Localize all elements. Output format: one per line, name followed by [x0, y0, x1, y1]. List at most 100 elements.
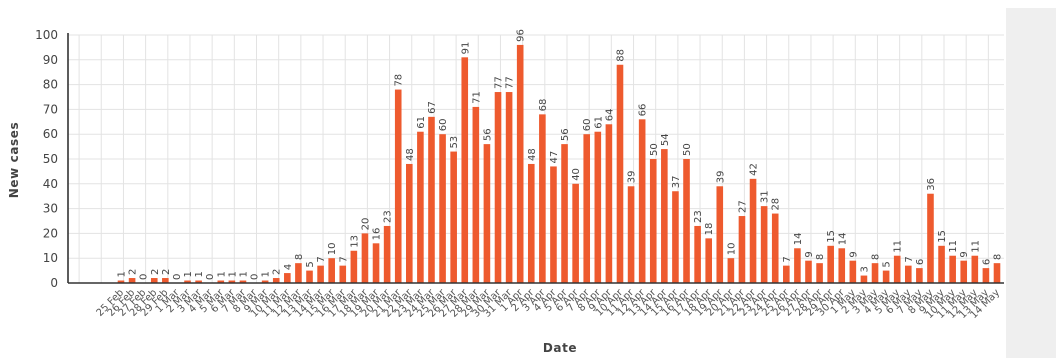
bar-value-label: 0 [172, 274, 183, 280]
bar [361, 233, 369, 283]
bar [516, 44, 524, 283]
bar-value-label: 16 [372, 228, 383, 241]
bar-value-label: 8 [871, 254, 882, 260]
x-axis-title: Date [543, 341, 577, 355]
bar [627, 186, 635, 283]
bar [394, 89, 402, 283]
bar-value-label: 61 [593, 116, 604, 129]
bar-value-label: 9 [959, 251, 970, 257]
bar [572, 183, 579, 283]
bar [838, 248, 846, 283]
bar-value-label: 18 [704, 223, 715, 236]
bar-value-label: 60 [582, 118, 593, 131]
bar-value-label: 8 [993, 254, 1004, 260]
bar-value-label: 50 [682, 143, 693, 156]
bar-value-label: 0 [205, 274, 216, 280]
bar [760, 206, 768, 283]
bar-value-label: 39 [627, 171, 638, 184]
bar-value-label: 23 [383, 210, 394, 223]
bar-value-label: 53 [449, 136, 460, 149]
bar-value-label: 27 [737, 200, 748, 213]
bar-value-label: 11 [948, 240, 959, 253]
bar-value-label: 2 [161, 269, 172, 275]
bar-value-label: 20 [360, 218, 371, 231]
bar-value-label: 77 [505, 76, 516, 89]
bar-value-label: 77 [494, 76, 505, 89]
bar [128, 278, 136, 283]
bar [993, 263, 1001, 283]
bar [683, 159, 690, 283]
bar [716, 186, 724, 283]
right-side-panel [1006, 8, 1056, 358]
bar [649, 159, 657, 283]
bar-value-label: 67 [427, 101, 438, 114]
bar-value-label: 11 [970, 240, 981, 253]
bar-value-label: 2 [150, 269, 161, 275]
bar [771, 213, 779, 283]
bar [949, 255, 956, 283]
bar [927, 193, 934, 283]
y-tick-label: 10 [43, 251, 58, 265]
bar-value-label: 4 [283, 264, 294, 270]
bar-value-label: 9 [848, 251, 859, 257]
bar [904, 265, 912, 283]
bar-value-label: 88 [615, 49, 626, 62]
bar-value-label: 7 [316, 256, 327, 262]
bar-value-label: 8 [294, 254, 305, 260]
bar-value-label: 78 [394, 74, 405, 87]
bar-value-label: 28 [771, 198, 782, 211]
bar [705, 238, 712, 283]
bar-value-label: 66 [638, 104, 649, 117]
bar [494, 92, 502, 283]
bar-value-label: 14 [837, 233, 848, 246]
bar-value-label: 6 [915, 259, 926, 265]
bar [960, 260, 968, 283]
bar [406, 163, 413, 283]
y-tick-label: 60 [43, 127, 58, 141]
bars-layer [117, 44, 1001, 283]
bar [971, 255, 979, 283]
bar [727, 258, 735, 283]
bar [483, 144, 491, 283]
bar [261, 280, 269, 283]
bar [117, 280, 125, 283]
bar [228, 280, 236, 283]
bar-value-label: 40 [571, 168, 582, 181]
bar [583, 134, 591, 283]
bar-value-label: 60 [438, 118, 449, 131]
bar [372, 243, 380, 283]
bar [882, 270, 890, 283]
bar-value-label: 42 [749, 163, 760, 176]
bar [616, 64, 624, 283]
bar-value-label: 1 [216, 271, 227, 277]
bar-value-label: 6 [981, 259, 992, 265]
bar [428, 116, 435, 283]
bar-value-label: 96 [516, 29, 527, 42]
bar [893, 255, 901, 283]
bar [871, 263, 879, 283]
bar [450, 151, 457, 283]
bar-value-label: 11 [893, 240, 904, 253]
bar [694, 225, 701, 283]
y-tick-label: 100 [35, 28, 58, 42]
bar-value-label: 3 [859, 266, 870, 272]
bar-value-label: 1 [183, 271, 194, 277]
bar-value-label: 0 [139, 274, 150, 280]
bar [938, 245, 945, 283]
bar-value-label: 0 [250, 274, 261, 280]
y-tick-label: 0 [50, 276, 58, 290]
bar [350, 250, 358, 283]
bar-value-label: 14 [793, 233, 804, 246]
bar-value-label: 50 [649, 143, 660, 156]
bar-value-label: 7 [782, 256, 793, 262]
bar [794, 248, 801, 283]
bar [805, 260, 812, 283]
bar [417, 131, 424, 283]
bar-value-label: 54 [660, 133, 671, 146]
bar [672, 191, 679, 283]
bar [383, 225, 391, 283]
bar [272, 278, 280, 283]
bar-value-label: 1 [261, 271, 272, 277]
bar-value-label: 9 [804, 251, 815, 257]
bar-value-label: 68 [538, 99, 549, 112]
